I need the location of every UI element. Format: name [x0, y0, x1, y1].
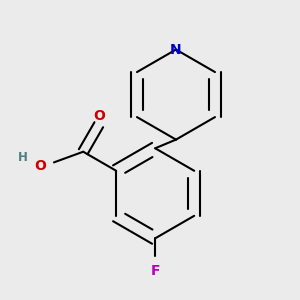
Text: O: O — [34, 159, 46, 173]
Text: O: O — [93, 109, 105, 123]
Text: H: H — [18, 151, 28, 164]
Text: N: N — [170, 43, 182, 56]
Text: F: F — [150, 264, 160, 278]
